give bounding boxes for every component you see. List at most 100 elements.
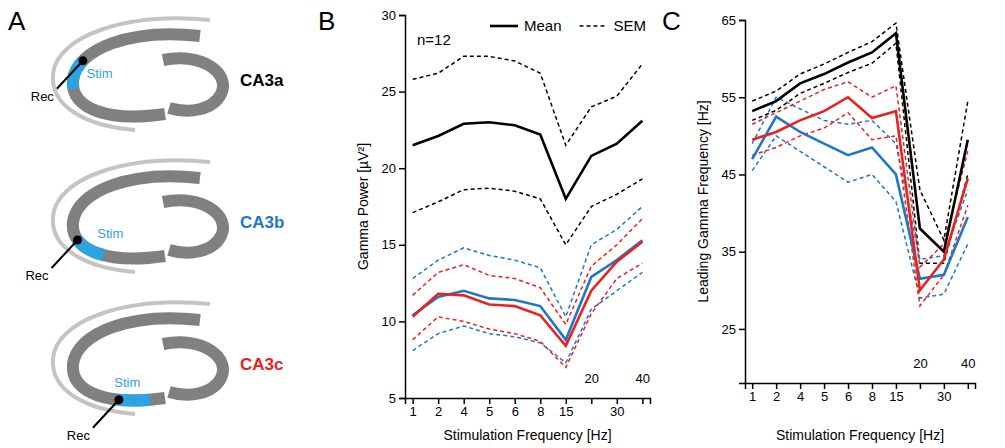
y-tick-mark xyxy=(399,398,405,400)
x-tick-label: 5 xyxy=(821,389,828,404)
y-tick: 65 xyxy=(722,13,745,28)
rec-site xyxy=(78,56,87,65)
dentate-gyrus xyxy=(163,200,223,252)
x-tick-mark xyxy=(944,383,946,389)
x-tick: 20 xyxy=(913,356,927,389)
x-tick-label: 2 xyxy=(773,389,780,404)
y-tick-label: 30 xyxy=(382,8,396,23)
y-tick: 25 xyxy=(382,84,405,99)
y-tick-label: 45 xyxy=(722,167,736,182)
region-label: CA3b xyxy=(240,213,284,232)
x-axis-title: Stimulation Frequency [Hz] xyxy=(443,427,611,443)
sem-line xyxy=(413,263,643,367)
y-tick-mark xyxy=(739,329,745,331)
y-tick-mark xyxy=(739,251,745,253)
figure: ARecStimCA3aRecStimCA3bRecStimCA3cB51015… xyxy=(0,0,1005,448)
panel-a: ARecStimCA3aRecStimCA3bRecStimCA3c xyxy=(8,6,284,443)
mean-line xyxy=(752,97,968,290)
stim-label: Stim xyxy=(87,66,113,81)
schematic: RecStimCA3a xyxy=(31,18,284,130)
x-tick-mark xyxy=(848,383,850,389)
y-tick: 30 xyxy=(382,8,405,23)
mean-line xyxy=(413,121,643,199)
y-tick-label: 15 xyxy=(382,237,396,252)
sem-line xyxy=(413,272,643,362)
y-tick: 20 xyxy=(382,161,405,176)
panel-0: B5101520253012456815203040Stimulation Fr… xyxy=(318,6,651,443)
x-tick: 6 xyxy=(512,398,519,419)
x-tick: 8 xyxy=(869,383,876,404)
y-tick-label: 10 xyxy=(382,314,396,329)
x-axis-title: Stimulation Frequency [Hz] xyxy=(776,427,944,443)
dentate-gyrus xyxy=(163,58,223,110)
y-tick-label: 35 xyxy=(722,244,736,259)
y-axis-title: Gamma Power [µV²] xyxy=(355,143,371,270)
y-tick-label: 25 xyxy=(382,84,396,99)
x-tick-label: 4 xyxy=(797,389,804,404)
y-axis: 25 35 45 55 65 xyxy=(722,13,746,384)
x-tick-label: 15 xyxy=(889,389,903,404)
mean-line xyxy=(752,33,968,252)
x-tick-label: 5 xyxy=(486,404,493,419)
x-tick-label: 4 xyxy=(461,404,468,419)
x-tick-label: 8 xyxy=(537,404,544,419)
legend-item: SEM xyxy=(579,17,646,34)
x-tick-label: 2 xyxy=(435,404,442,419)
x-tick-mark xyxy=(514,398,516,404)
x-tick: 6 xyxy=(845,383,852,404)
x-tick: 30 xyxy=(937,383,951,404)
x-tick: 5 xyxy=(821,383,828,404)
x-tick-label: 20 xyxy=(913,356,927,371)
x-tick: 15 xyxy=(559,398,573,419)
x-tick-mark xyxy=(920,383,922,389)
x-tick-mark xyxy=(617,398,619,404)
rec-electrode xyxy=(52,240,78,268)
sem-line xyxy=(752,82,968,267)
stim-label: Stim xyxy=(114,375,140,390)
region-label: CA3c xyxy=(240,355,283,374)
x-tick: 4 xyxy=(461,398,468,419)
legend-item: Mean xyxy=(490,17,562,34)
y-tick: 10 xyxy=(382,314,405,329)
x-tick-mark xyxy=(776,383,778,389)
legend-label: SEM xyxy=(613,17,646,34)
x-tick: 30 xyxy=(610,398,624,419)
y-tick-mark xyxy=(399,321,405,323)
x-axis: 12456815203040 xyxy=(746,356,976,404)
x-tick-mark xyxy=(540,398,542,404)
legend: Mean SEM xyxy=(490,17,646,34)
rec-site xyxy=(114,395,123,404)
x-axis-line xyxy=(746,384,976,390)
mean-line xyxy=(752,117,968,279)
dentate-gyrus xyxy=(163,342,223,394)
x-tick-mark xyxy=(489,398,491,404)
sem-line xyxy=(413,207,643,317)
y-tick-mark xyxy=(399,15,405,17)
y-tick-mark xyxy=(739,174,745,176)
y-tick: 5 xyxy=(389,391,405,406)
x-tick-mark xyxy=(438,398,440,404)
y-tick: 15 xyxy=(382,237,405,252)
y-tick-label: 5 xyxy=(389,391,396,406)
x-tick-mark xyxy=(566,398,568,404)
x-tick: 40 xyxy=(636,371,650,404)
y-axis-title: Leading Gamma Frequency [Hz] xyxy=(695,100,711,302)
y-tick-label: 25 xyxy=(722,322,736,337)
y-tick: 25 xyxy=(722,322,745,337)
x-tick-mark xyxy=(824,383,826,389)
rec-label: Rec xyxy=(25,268,49,283)
y-tick-label: 65 xyxy=(722,13,736,28)
panel-letter: A xyxy=(8,6,26,36)
ca-layer xyxy=(73,34,200,116)
y-tick-label: 55 xyxy=(722,90,736,105)
x-axis: 12456815203040 xyxy=(406,371,651,419)
y-tick-mark xyxy=(399,91,405,93)
x-tick-label: 1 xyxy=(749,389,756,404)
y-axis-line xyxy=(739,21,746,384)
y-tick-label: 20 xyxy=(382,161,396,176)
rec-electrode xyxy=(93,400,119,428)
figure-svg: ARecStimCA3aRecStimCA3bRecStimCA3cB51015… xyxy=(0,0,1005,448)
x-tick: 2 xyxy=(435,398,442,419)
x-tick-mark xyxy=(800,383,802,389)
legend-label: Mean xyxy=(524,17,562,34)
